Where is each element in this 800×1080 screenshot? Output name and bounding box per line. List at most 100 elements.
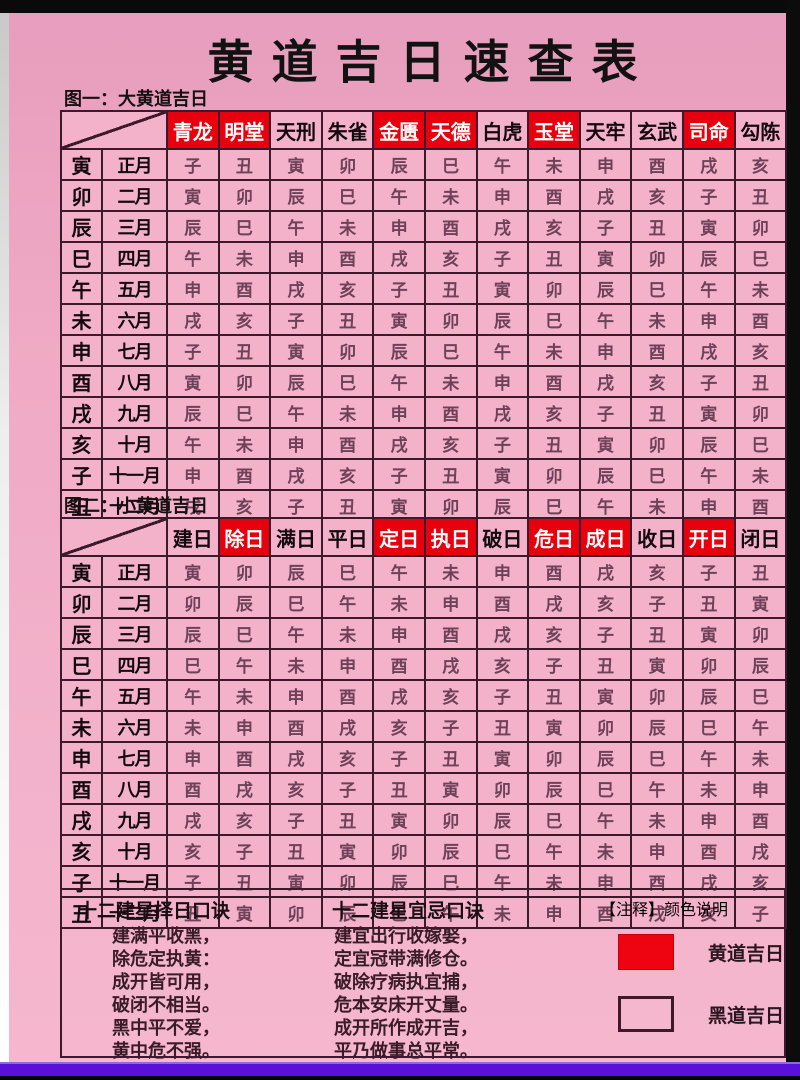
value-cell: 巳 (733, 241, 788, 274)
branch-cell: 辰 (60, 617, 103, 650)
value-cell: 酉 (372, 648, 426, 681)
value-cell: 巳 (372, 896, 426, 929)
color-legend: 【注释】颜色说明 黄道吉日 黑道吉日 (582, 890, 784, 1056)
footer-notes-box: 十二建星择日口诀 建满平收黑， 除危定执黄： 成开皆可用， 破闭不相当。 黑中平不爱， 黄… (60, 888, 786, 1061)
value-cell: 亥 (269, 772, 323, 805)
value-cell: 亥 (320, 458, 375, 491)
table1-row: 巳四月午未申酉戌亥子丑寅卯辰巳 (60, 241, 788, 274)
value-cell: 酉 (423, 617, 478, 650)
value-cell: 寅 (217, 896, 272, 929)
value-cell: 辰 (166, 396, 220, 429)
value-cell: 寅 (578, 679, 633, 712)
value-cell: 申 (217, 710, 272, 743)
value-cell: 戌 (372, 427, 426, 460)
branch-cell: 午 (60, 272, 103, 305)
value-cell: 酉 (630, 334, 684, 367)
branch-cell: 卯 (60, 586, 103, 619)
table1-diagonal-cell (60, 110, 168, 150)
value-cell: 丑 (630, 210, 684, 243)
value-cell: 卯 (681, 648, 736, 681)
white-swatch (617, 996, 674, 1032)
value-cell: 申 (372, 210, 426, 243)
right-black-bar (786, 0, 800, 1080)
branch-cell: 戌 (60, 803, 103, 836)
table1-caption: 图一：大黄道吉日 (64, 89, 208, 109)
value-cell: 寅 (423, 772, 478, 805)
value-cell: 酉 (527, 555, 581, 588)
value-cell: 戌 (681, 334, 736, 367)
value-cell: 辰 (372, 865, 426, 898)
value-cell: 酉 (527, 179, 581, 212)
value-cell: 巳 (269, 586, 323, 619)
value-cell: 酉 (630, 148, 684, 181)
value-cell: 巳 (320, 179, 375, 212)
value-cell: 辰 (372, 148, 426, 181)
value-cell: 戌 (681, 148, 736, 181)
value-cell: 亥 (681, 896, 736, 929)
verse-line: 破除疗病执宜捕， (333, 972, 478, 992)
verse-line: 黑中平不爱， (112, 1018, 220, 1038)
value-cell: 卯 (475, 772, 530, 805)
value-cell: 未 (681, 772, 736, 805)
month-cell: 正月 (101, 148, 168, 181)
value-cell: 寅 (681, 617, 736, 650)
table1-column-header: 明堂 (217, 110, 272, 150)
value-cell: 丑 (733, 179, 788, 212)
verse1-title: 十二建星择日口诀 (78, 901, 231, 922)
value-cell: 午 (630, 772, 684, 805)
value-cell: 戌 (269, 272, 323, 305)
branch-cell: 申 (60, 741, 103, 774)
value-cell: 亥 (423, 427, 478, 460)
value-cell: 寅 (475, 272, 530, 305)
table2-column-header: 收日 (630, 517, 684, 557)
value-cell: 亥 (733, 334, 788, 367)
value-cell: 子 (681, 555, 736, 588)
verse-line: 危本安床开丈量。 (333, 995, 478, 1015)
table1-column-header: 朱雀 (320, 110, 375, 150)
table2-column-header: 定日 (372, 517, 426, 557)
value-cell: 巳 (423, 148, 478, 181)
month-cell: 五月 (101, 272, 168, 305)
value-cell: 未 (630, 803, 684, 836)
value-cell: 卯 (630, 679, 684, 712)
value-cell: 卯 (166, 586, 220, 619)
value-cell: 卯 (527, 458, 581, 491)
value-cell: 卯 (527, 272, 581, 305)
value-cell: 午 (578, 303, 633, 336)
value-cell: 辰 (681, 427, 736, 460)
value-cell: 午 (269, 396, 323, 429)
value-cell: 卯 (372, 834, 426, 867)
value-cell: 申 (578, 148, 633, 181)
value-cell: 丑 (527, 679, 581, 712)
table2-row: 卯二月卯辰巳午未申酉戌亥子丑寅 (60, 586, 788, 619)
table2-row: 寅正月寅卯辰巳午未申酉戌亥子丑 (60, 555, 788, 588)
value-cell: 午 (681, 458, 736, 491)
branch-cell: 未 (60, 303, 103, 336)
verse-line: 建满平收黑， (112, 926, 220, 946)
branch-cell: 午 (60, 679, 103, 712)
table2-row: 丑十二月丑寅卯辰巳午未申酉戌亥子 (60, 896, 788, 929)
bottom-purple-bar (0, 1062, 800, 1076)
value-cell: 酉 (681, 834, 736, 867)
value-cell: 子 (527, 648, 581, 681)
value-cell: 未 (320, 617, 375, 650)
value-cell: 卯 (423, 489, 478, 522)
value-cell: 亥 (372, 710, 426, 743)
value-cell: 午 (423, 896, 478, 929)
table1-header: 青龙 明堂 天刑 朱雀 金匮 天德 白虎 玉堂 天牢 玄武 司命 勾陈 (60, 110, 788, 150)
value-cell: 卯 (217, 365, 272, 398)
value-cell: 卯 (630, 427, 684, 460)
value-cell: 未 (527, 334, 581, 367)
value-cell: 未 (217, 679, 272, 712)
value-cell: 酉 (423, 396, 478, 429)
month-cell: 三月 (101, 617, 168, 650)
table1-row: 未六月戌亥子丑寅卯辰巳午未申酉 (60, 303, 788, 336)
table1-column-header: 天牢 (578, 110, 633, 150)
table1-row: 戌九月辰巳午未申酉戌亥子丑寅卯 (60, 396, 788, 429)
value-cell: 丑 (269, 834, 323, 867)
value-cell: 酉 (733, 803, 788, 836)
value-cell: 申 (475, 179, 530, 212)
month-cell: 七月 (101, 334, 168, 367)
value-cell: 申 (733, 772, 788, 805)
value-cell: 戌 (578, 365, 633, 398)
